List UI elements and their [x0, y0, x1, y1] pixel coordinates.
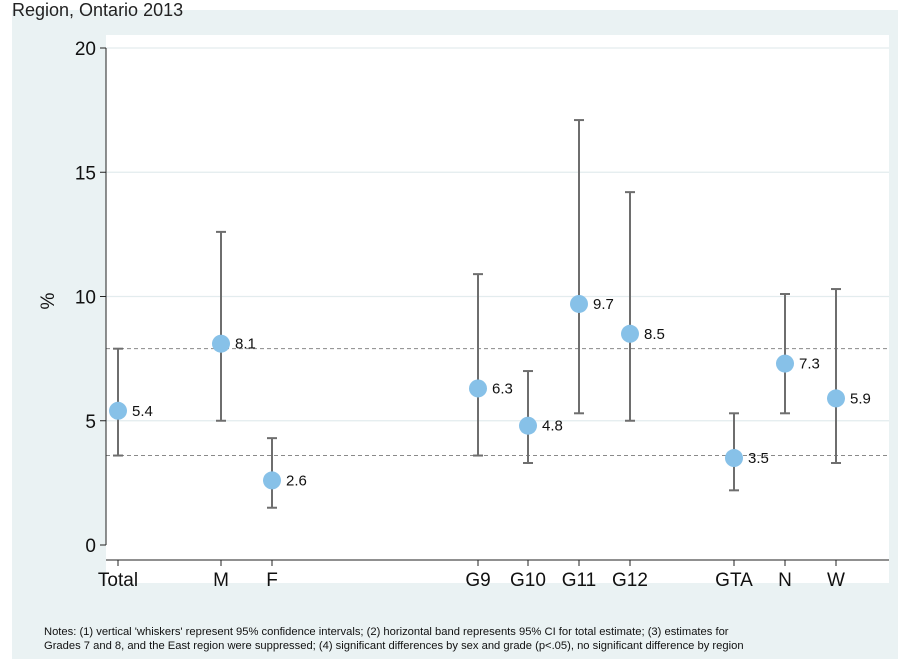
- data-label: 7.3: [799, 356, 820, 373]
- x-tick-label: F: [266, 570, 278, 591]
- x-tick-label: G11: [562, 570, 597, 591]
- y-tick-label: 20: [75, 39, 96, 60]
- data-label: 5.9: [850, 390, 871, 407]
- data-label: 8.1: [235, 336, 256, 353]
- data-point: [212, 334, 230, 353]
- chart-frame: Region, Ontario 2013 0 5 10 15 20 Total M F G9 G1…: [12, 0, 898, 659]
- x-tick-label: M: [213, 570, 229, 591]
- data-point: [725, 449, 743, 468]
- y-tick-label: 10: [75, 288, 96, 309]
- grid-layer: [106, 47, 889, 422]
- x-tick-label: Total: [98, 570, 138, 591]
- axis-layer: 0 5 10 15 20 Total M F G9 G10 G11 G12 GTA N W: [75, 39, 889, 591]
- point-layer: 5.4 8.1 2.6 6.3 4.8 9.7 8.5 3.5 7.3 5.9: [109, 294, 871, 490]
- y-tick-label: 5: [85, 412, 96, 433]
- y-tick-label: 15: [75, 163, 96, 184]
- x-tick-label: G9: [465, 570, 490, 591]
- reference-band: [106, 348, 889, 457]
- notes-line-2: Grades 7 and 8, and the East region were…: [44, 640, 744, 652]
- data-label: 2.6: [286, 472, 307, 489]
- data-point: [776, 354, 794, 373]
- data-point: [570, 294, 588, 313]
- plot-area: [106, 35, 889, 583]
- data-label: 6.3: [492, 380, 513, 397]
- x-tick-label: N: [778, 570, 792, 591]
- data-label: 3.5: [748, 450, 769, 467]
- x-tick-label: GTA: [715, 570, 753, 591]
- data-label: 4.8: [542, 418, 563, 435]
- data-label: 9.7: [593, 296, 614, 313]
- data-label: 8.5: [644, 326, 665, 343]
- chart-svg: 0 5 10 15 20 Total M F G9 G10 G11 G12 GTA N W 5.4 8.1 2.…: [38, 35, 889, 591]
- top-title-fragment: Region, Ontario 2013: [12, 0, 184, 20]
- data-point: [621, 324, 639, 343]
- y-tick-label: 0: [85, 536, 96, 557]
- data-point: [827, 389, 845, 408]
- x-tick-label: W: [827, 570, 845, 591]
- x-tick-label: G12: [612, 570, 648, 591]
- notes-text: Notes: (1) vertical 'whiskers' represent…: [44, 625, 744, 653]
- y-axis-title: %: [38, 292, 59, 309]
- data-label: 5.4: [132, 403, 153, 420]
- data-point: [109, 401, 127, 420]
- x-tick-label: G10: [510, 570, 546, 591]
- data-point: [519, 416, 537, 435]
- data-point: [263, 471, 281, 490]
- notes-line-1: Notes: (1) vertical 'whiskers' represent…: [44, 626, 729, 638]
- data-point: [469, 379, 487, 398]
